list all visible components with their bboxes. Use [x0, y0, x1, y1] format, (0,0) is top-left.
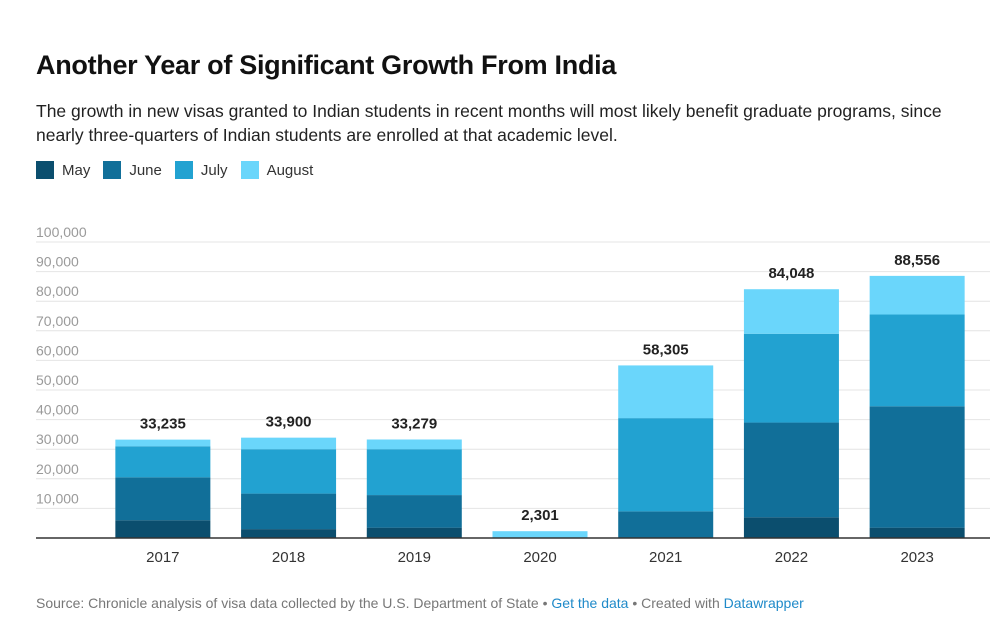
chart-subtitle: The growth in new visas granted to India… [36, 101, 942, 145]
y-tick-label: 20,000 [36, 461, 79, 477]
bar-segment-june-2019 [366, 495, 462, 528]
legend-label-june: June [129, 161, 162, 179]
bar-segment-june-2022 [743, 422, 839, 518]
footer: Source: Chronicle analysis of visa data … [36, 595, 804, 611]
bar-total-label: 33,235 [140, 416, 186, 433]
bar-segment-august-2021 [618, 365, 714, 419]
bar-total-label: 58,305 [643, 341, 689, 358]
bar-segment-may-2018 [241, 529, 337, 538]
legend-swatch-july [174, 161, 193, 179]
bar-segment-august-2019 [366, 439, 462, 450]
legend-swatch-may [36, 161, 54, 179]
bar-segment-may-2022 [743, 517, 839, 538]
legend-swatch-june [103, 161, 122, 179]
legend: May June July August [36, 161, 326, 179]
x-tick-label: 2020 [523, 549, 556, 566]
legend-label-august: August [266, 161, 314, 179]
y-tick-label: 30,000 [36, 431, 79, 447]
legend-item-may: May [36, 161, 90, 179]
bar-segment-august-2023 [869, 275, 965, 315]
x-tick-label: 2018 [272, 549, 305, 566]
legend-swatch-august [240, 161, 259, 179]
bar-segment-july-2021 [618, 418, 714, 512]
legend-item-july: July [174, 161, 228, 179]
bar-segment-august-2022 [743, 289, 839, 334]
bar-segment-june-2021 [618, 511, 714, 538]
get-the-data-link[interactable]: Get the data [551, 595, 629, 611]
y-tick-label: 100,000 [36, 224, 87, 240]
bar-segment-may-2017 [115, 520, 211, 538]
y-tick-label: 70,000 [36, 313, 79, 329]
bar-total-label: 88,556 [894, 252, 940, 269]
x-tick-label: 2023 [900, 549, 933, 566]
bar-segment-july-2022 [743, 333, 839, 423]
footer-separator: • [628, 595, 642, 611]
legend-item-august: August [240, 161, 314, 179]
legend-item-june: June [103, 161, 162, 179]
y-tick-label: 80,000 [36, 283, 79, 299]
bar-segment-july-2018 [241, 449, 337, 494]
bar-segment-july-2017 [115, 446, 211, 478]
y-tick-label: 90,000 [36, 254, 79, 270]
x-tick-label: 2022 [775, 549, 808, 566]
x-tick-label: 2019 [398, 549, 431, 566]
y-tick-label: 60,000 [36, 342, 79, 358]
bar-segment-june-2017 [115, 477, 211, 521]
footer-created-with: Created with [641, 595, 724, 611]
datawrapper-link[interactable]: Datawrapper [723, 595, 804, 611]
bar-segment-august-2018 [241, 437, 337, 450]
legend-label-july: July [200, 161, 228, 179]
bar-segment-may-2019 [366, 527, 462, 538]
x-tick-label: 2021 [649, 549, 682, 566]
y-tick-label: 10,000 [36, 490, 79, 506]
bar-total-label: 2,301 [521, 507, 559, 524]
bar-total-label: 84,048 [768, 265, 814, 282]
bar-segment-may-2023 [869, 527, 965, 538]
chart-title: Another Year of Significant Growth From … [36, 50, 617, 80]
bar-segment-june-2023 [869, 406, 965, 528]
footer-separator: • [538, 595, 552, 611]
bar-segment-july-2023 [869, 314, 965, 407]
bar-segment-august-2017 [115, 439, 211, 447]
bar-segment-july-2019 [366, 449, 462, 496]
bar-total-label: 33,279 [391, 415, 437, 432]
y-tick-label: 40,000 [36, 402, 79, 418]
x-tick-label: 2017 [146, 549, 179, 566]
bar-total-label: 33,900 [266, 414, 312, 431]
footer-source: Source: Chronicle analysis of visa data … [36, 595, 539, 611]
y-tick-label: 50,000 [36, 372, 79, 388]
bar-segment-august-2020 [492, 531, 588, 538]
legend-label-may: May [62, 161, 91, 179]
bar-segment-june-2018 [241, 493, 337, 530]
